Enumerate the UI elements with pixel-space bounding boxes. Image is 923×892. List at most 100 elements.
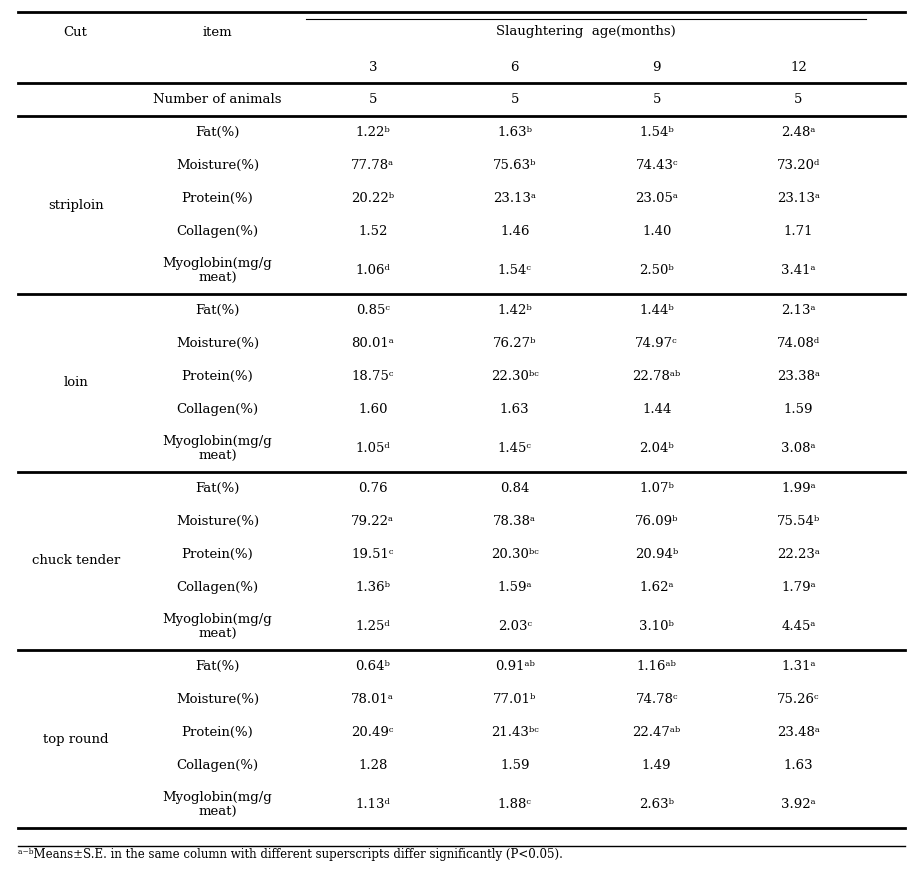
Text: 5: 5 (653, 93, 661, 106)
Text: 0.84: 0.84 (500, 482, 530, 495)
Text: 3.10ᵇ: 3.10ᵇ (640, 621, 674, 633)
Text: 1.71: 1.71 (784, 225, 813, 238)
Text: 76.09ᵇ: 76.09ᵇ (635, 515, 678, 528)
Text: Moisture(%): Moisture(%) (176, 337, 259, 350)
Text: 2.03ᶜ: 2.03ᶜ (497, 621, 532, 633)
Text: 3.92ᵃ: 3.92ᵃ (781, 798, 816, 812)
Text: 74.97ᶜ: 74.97ᶜ (635, 337, 678, 350)
Text: 0.76: 0.76 (358, 482, 388, 495)
Text: 1.63: 1.63 (500, 403, 530, 416)
Text: 23.13ᵃ: 23.13ᵃ (777, 192, 820, 205)
Text: item: item (203, 26, 233, 38)
Text: 22.47ᵃᵇ: 22.47ᵃᵇ (632, 726, 681, 739)
Text: 1.36ᵇ: 1.36ᵇ (355, 581, 390, 594)
Text: 9: 9 (653, 61, 661, 74)
Text: 4.45ᵃ: 4.45ᵃ (782, 621, 816, 633)
Text: 5: 5 (510, 93, 519, 106)
Text: Fat(%): Fat(%) (196, 304, 240, 317)
Text: 1.59ᵃ: 1.59ᵃ (497, 581, 532, 594)
Text: Myoglobin(mg/g: Myoglobin(mg/g (162, 613, 272, 625)
Text: 74.78ᶜ: 74.78ᶜ (635, 693, 677, 706)
Text: 77.78ᵃ: 77.78ᵃ (352, 159, 394, 172)
Text: Protein(%): Protein(%) (182, 370, 254, 383)
Text: 75.26ᶜ: 75.26ᶜ (777, 693, 820, 706)
Text: 1.49: 1.49 (641, 759, 671, 772)
Text: 18.75ᶜ: 18.75ᶜ (352, 370, 394, 383)
Text: Collagen(%): Collagen(%) (176, 759, 258, 772)
Text: Myoglobin(mg/g: Myoglobin(mg/g (162, 790, 272, 804)
Text: 1.31ᵃ: 1.31ᵃ (781, 660, 816, 673)
Text: 1.54ᶜ: 1.54ᶜ (497, 265, 532, 277)
Text: chuck tender: chuck tender (31, 555, 120, 567)
Text: meat): meat) (198, 450, 237, 463)
Text: 23.13ᵃ: 23.13ᵃ (493, 192, 536, 205)
Text: 3.41ᵃ: 3.41ᵃ (781, 265, 816, 277)
Text: 23.05ᵃ: 23.05ᵃ (635, 192, 678, 205)
Text: 22.30ᵇᶜ: 22.30ᵇᶜ (491, 370, 539, 383)
Text: 80.01ᵃ: 80.01ᵃ (352, 337, 394, 350)
Text: 1.59: 1.59 (500, 759, 530, 772)
Text: 74.08ᵈ: 74.08ᵈ (777, 337, 821, 350)
Text: 2.50ᵇ: 2.50ᵇ (640, 265, 674, 277)
Text: 73.20ᵈ: 73.20ᵈ (777, 159, 821, 172)
Text: 0.91ᵃᵇ: 0.91ᵃᵇ (495, 660, 534, 673)
Text: Collagen(%): Collagen(%) (176, 225, 258, 238)
Text: 1.63ᵇ: 1.63ᵇ (497, 126, 533, 139)
Text: 1.40: 1.40 (642, 225, 671, 238)
Text: Moisture(%): Moisture(%) (176, 159, 259, 172)
Text: top round: top round (42, 732, 108, 746)
Text: striploin: striploin (48, 199, 103, 211)
Text: 23.48ᵃ: 23.48ᵃ (777, 726, 820, 739)
Text: Slaughtering  age(months): Slaughtering age(months) (496, 26, 676, 38)
Text: Cut: Cut (64, 26, 88, 38)
Text: 2.63ᵇ: 2.63ᵇ (639, 798, 674, 812)
Text: 0.85ᶜ: 0.85ᶜ (356, 304, 390, 317)
Text: 5: 5 (368, 93, 377, 106)
Text: meat): meat) (198, 628, 237, 641)
Text: Number of animals: Number of animals (153, 93, 282, 106)
Text: 76.27ᵇ: 76.27ᵇ (493, 337, 536, 350)
Text: 0.64ᵇ: 0.64ᵇ (355, 660, 390, 673)
Text: 23.38ᵃ: 23.38ᵃ (777, 370, 820, 383)
Text: Moisture(%): Moisture(%) (176, 515, 259, 528)
Text: 1.25ᵈ: 1.25ᵈ (355, 621, 390, 633)
Text: Fat(%): Fat(%) (196, 660, 240, 673)
Text: 1.54ᵇ: 1.54ᵇ (640, 126, 674, 139)
Text: meat): meat) (198, 806, 237, 820)
Text: 1.44ᵇ: 1.44ᵇ (640, 304, 674, 317)
Text: 3.08ᵃ: 3.08ᵃ (781, 442, 816, 456)
Text: Collagen(%): Collagen(%) (176, 403, 258, 416)
Text: 1.05ᵈ: 1.05ᵈ (355, 442, 390, 456)
Text: meat): meat) (198, 272, 237, 285)
Text: 20.49ᶜ: 20.49ᶜ (352, 726, 394, 739)
Text: 2.48ᵃ: 2.48ᵃ (782, 126, 816, 139)
Text: 21.43ᵇᶜ: 21.43ᵇᶜ (491, 726, 539, 739)
Text: 1.16ᵃᵇ: 1.16ᵃᵇ (637, 660, 677, 673)
Text: 1.42ᵇ: 1.42ᵇ (497, 304, 532, 317)
Text: 75.63ᵇ: 75.63ᵇ (493, 159, 536, 172)
Text: 1.63: 1.63 (784, 759, 813, 772)
Text: 1.88ᶜ: 1.88ᶜ (497, 798, 532, 812)
Text: 20.94ᵇ: 20.94ᵇ (635, 548, 678, 561)
Text: Moisture(%): Moisture(%) (176, 693, 259, 706)
Text: 3: 3 (368, 61, 378, 74)
Text: 19.51ᶜ: 19.51ᶜ (352, 548, 394, 561)
Text: 20.22ᵇ: 20.22ᵇ (352, 192, 394, 205)
Text: 22.23ᵃ: 22.23ᵃ (777, 548, 820, 561)
Text: 1.07ᵇ: 1.07ᵇ (640, 482, 674, 495)
Text: 1.79ᵃ: 1.79ᵃ (781, 581, 816, 594)
Text: 77.01ᵇ: 77.01ᵇ (493, 693, 536, 706)
Text: 1.99ᵃ: 1.99ᵃ (781, 482, 816, 495)
Text: 1.60: 1.60 (358, 403, 388, 416)
Text: Myoglobin(mg/g: Myoglobin(mg/g (162, 257, 272, 269)
Text: 2.04ᵇ: 2.04ᵇ (640, 442, 674, 456)
Text: 1.22ᵇ: 1.22ᵇ (355, 126, 390, 139)
Text: loin: loin (64, 376, 88, 390)
Text: 1.45ᶜ: 1.45ᶜ (497, 442, 532, 456)
Text: 1.52: 1.52 (358, 225, 388, 238)
Text: 75.54ᵇ: 75.54ᵇ (777, 515, 821, 528)
Text: 78.38ᵃ: 78.38ᵃ (493, 515, 536, 528)
Text: Protein(%): Protein(%) (182, 726, 254, 739)
Text: 1.06ᵈ: 1.06ᵈ (355, 265, 390, 277)
Text: 6: 6 (510, 61, 519, 74)
